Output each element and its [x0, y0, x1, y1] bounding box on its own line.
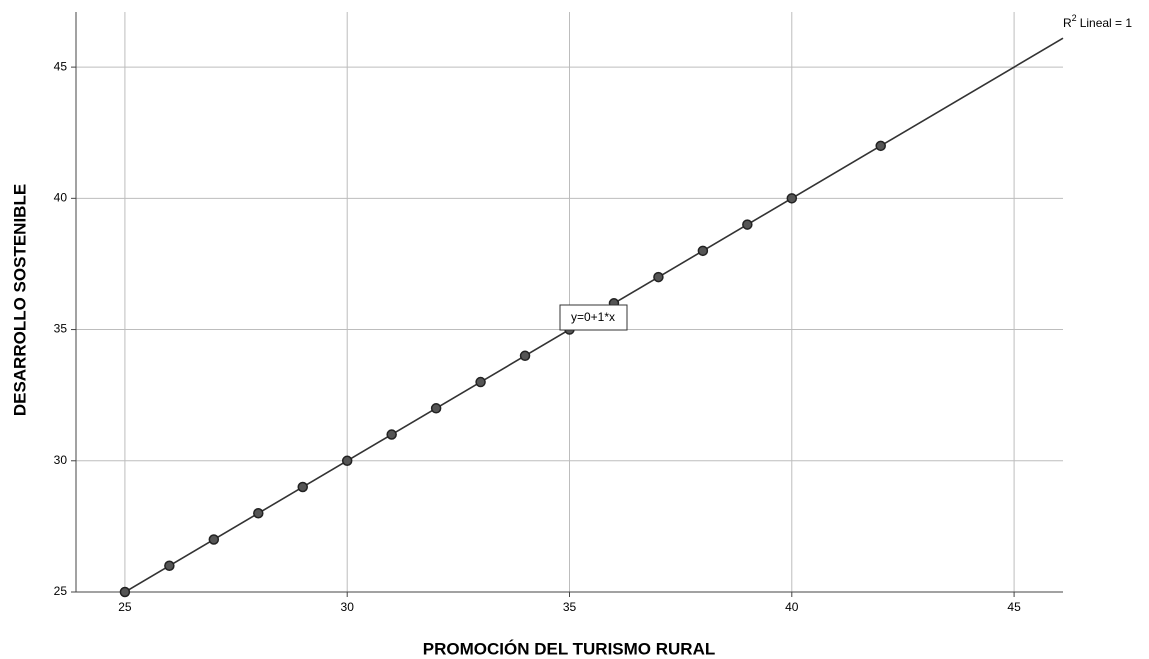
point [519, 350, 531, 362]
x-axis-title: PROMOCIÓN DEL TURISMO RURAL [423, 639, 715, 658]
point [253, 508, 264, 519]
point [341, 455, 353, 467]
r2-annotation: R2 Lineal = 1 [1063, 13, 1132, 30]
point [386, 429, 397, 440]
y-tick-label: 30 [54, 453, 68, 467]
y-tick-label: 40 [54, 191, 68, 205]
r2-base: R [1063, 16, 1072, 30]
r2-text: Lineal = 1 [1080, 16, 1133, 30]
y-tick-label: 35 [54, 322, 68, 336]
point [875, 140, 886, 152]
x-tick-label: 40 [785, 600, 799, 614]
y-tick-label: 45 [54, 59, 68, 73]
point [786, 193, 798, 204]
point [742, 219, 753, 230]
x-tick-label: 45 [1007, 600, 1021, 614]
x-tick-label: 25 [118, 600, 132, 614]
point [297, 481, 308, 493]
point [208, 534, 220, 545]
point [164, 560, 175, 572]
point [475, 376, 486, 388]
y-axis-title: DESARROLLO SOSTENIBLE [10, 184, 29, 416]
point [430, 403, 442, 414]
y-tick-label: 25 [54, 584, 68, 598]
point [697, 245, 709, 257]
point [119, 586, 131, 598]
fit-label: y=0+1*x [559, 304, 628, 331]
x-tick-label: 35 [563, 600, 577, 614]
r2-superscript: 2 [1072, 13, 1077, 23]
point [653, 271, 664, 283]
fit-label-box [559, 304, 628, 331]
x-tick-label: 30 [341, 600, 355, 614]
fit-label-text: y=0+1*x [571, 310, 615, 324]
